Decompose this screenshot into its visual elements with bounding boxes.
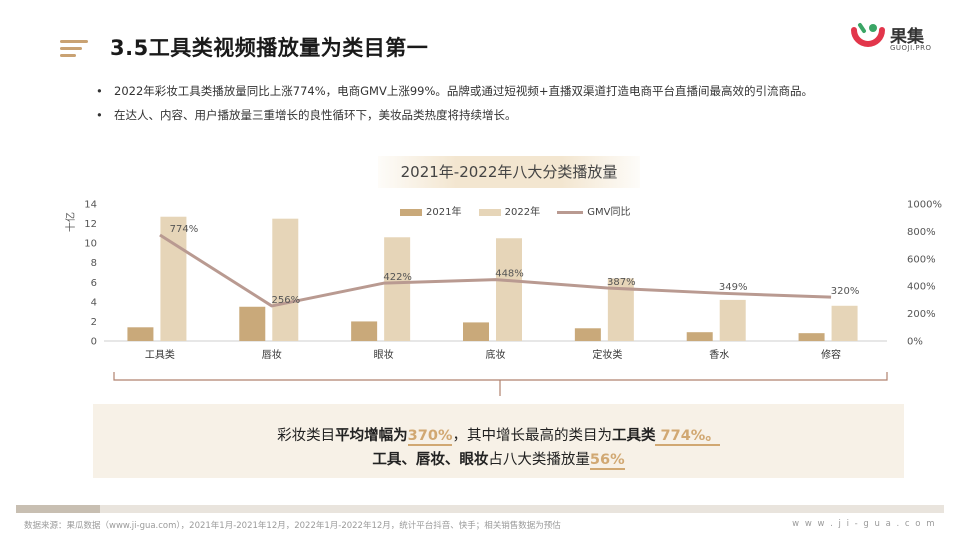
y-tick-label: 14 <box>84 200 97 211</box>
y-tick-label: 10 <box>84 239 97 250</box>
x-tick-label: 唇妆 <box>262 348 282 361</box>
page-progress-bar <box>16 505 944 513</box>
legend-swatch <box>478 208 501 216</box>
x-tick-label: 工具类 <box>145 348 175 361</box>
legend-swatch <box>400 208 422 216</box>
legend-label: 2021年 <box>426 207 462 218</box>
bar-2021 <box>798 333 825 341</box>
bar-2021 <box>463 322 489 341</box>
gmv-data-label: 349% <box>719 282 748 293</box>
gmv-data-label: 774% <box>170 224 199 235</box>
brand-logo: 果集 GUOJI.PRO <box>850 22 940 56</box>
progress-fill <box>16 505 100 513</box>
bar-2022 <box>272 218 299 341</box>
bar-2022 <box>160 216 187 341</box>
legend-item-gmv: GMV同比 <box>557 207 631 218</box>
bar-2021 <box>574 328 601 341</box>
summary-line-1: 彩妆类目平均增幅为370%，其中增长最高的类目为工具类 774%。 <box>93 424 904 446</box>
summary-line-2: 工具、唇妆、眼妆占八大类播放量56% <box>93 448 904 470</box>
x-tick-label: 香水 <box>709 349 729 361</box>
summary-text: 占八大类播放量 <box>488 452 590 468</box>
summary-bold: 平均增幅为 <box>335 428 408 444</box>
summary-highlight: 370% <box>407 428 453 446</box>
y2-tick-label: 200% <box>907 309 936 320</box>
gmv-data-label: 320% <box>831 286 860 297</box>
menu-lines-icon <box>60 40 88 58</box>
bullet-text: 在达人、内容、用户播放量三重增长的良性循环下，美妆品类热度将持续增长。 <box>114 108 517 122</box>
logo-name: 果集 <box>890 27 924 47</box>
x-tick-label: 底妆 <box>486 348 506 361</box>
chart-title-background <box>378 156 640 188</box>
chart-legend: 2021年 2022年 GMV同比 <box>400 203 645 218</box>
x-tick-label: 眼妆 <box>374 348 394 361</box>
chart-title: 2021年-2022年八大分类播放量 <box>400 163 618 181</box>
bar-2021 <box>351 321 378 341</box>
gmv-data-label: 256% <box>271 295 300 306</box>
legend-item-2021: 2021年 <box>400 207 461 218</box>
x-tick-label: 定妆类 <box>592 348 622 361</box>
summary-text: 彩妆类目 <box>277 428 336 444</box>
data-source-note: 数据来源：果瓜数据（www.ji-gua.com），2021年1月-2021年1… <box>24 521 561 531</box>
bar-2021 <box>686 332 713 341</box>
summary-highlight: 774%。 <box>655 428 720 446</box>
y2-tick-label: 800% <box>907 227 936 238</box>
legend-item-2022: 2022年 <box>478 207 541 218</box>
y-tick-label: 8 <box>91 258 97 269</box>
y-tick-label: 6 <box>91 278 97 289</box>
gmv-line <box>159 233 832 308</box>
legend-label: 2022年 <box>504 207 541 218</box>
bullet-list: • 2022年彩妆工具类播放量同比上涨774%，电商GMV上涨99%。品牌或通过短… <box>96 84 813 132</box>
bar-2022 <box>719 299 746 341</box>
gmv-data-label: 387% <box>607 277 636 288</box>
bullet-item: • 2022年彩妆工具类播放量同比上涨774%，电商GMV上涨99%。品牌或通过短… <box>96 84 814 98</box>
bullet-item: • 在达人、内容、用户播放量三重增长的良性循环下，美妆品类热度将持续增长。 <box>96 108 517 122</box>
legend-line <box>557 210 584 214</box>
x-tick-label: 修容 <box>821 348 841 361</box>
logo-mark-icon <box>851 23 885 47</box>
bar-2022 <box>831 305 858 341</box>
y-tick-label: 2 <box>91 317 97 328</box>
footer-url: w w w . j i - g u a . c o m <box>792 519 936 529</box>
bullet-text: 2022年彩妆工具类播放量同比上涨774%，电商GMV上涨99%。品牌或通过短视… <box>114 84 814 98</box>
gmv-data-label: 448% <box>495 269 524 280</box>
legend-label: GMV同比 <box>587 207 631 218</box>
y2-tick-label: 400% <box>907 282 936 293</box>
summary-bold: 工具类 <box>611 428 656 444</box>
bar-2022 <box>384 237 411 341</box>
page-title: 3.5工具类视频播放量为类目第一 <box>110 36 429 60</box>
y2-tick-label: 1000% <box>907 200 942 211</box>
y-axis-label: 十亿 <box>64 212 77 232</box>
summary-bold: 工具、唇妆、眼妆 <box>372 452 489 468</box>
summary-text: ，其中增长最高的类目为 <box>452 428 612 444</box>
summary-box: 彩妆类目平均增幅为370%，其中增长最高的类目为工具类 774%。 工具、唇妆、… <box>93 404 904 478</box>
summary-highlight: 56% <box>589 452 625 470</box>
gmv-data-label: 422% <box>383 272 412 283</box>
y2-tick-label: 600% <box>907 254 936 265</box>
y-tick-label: 0 <box>91 337 97 348</box>
logo-subtitle: GUOJI.PRO <box>890 44 932 52</box>
bar-2022 <box>496 238 522 341</box>
y2-tick-label: 0% <box>907 337 923 348</box>
y-tick-label: 4 <box>91 297 97 308</box>
summary-bracket <box>113 372 888 381</box>
bar-2021 <box>127 327 154 341</box>
y-tick-label: 12 <box>84 219 97 230</box>
bar-2021 <box>239 306 266 341</box>
